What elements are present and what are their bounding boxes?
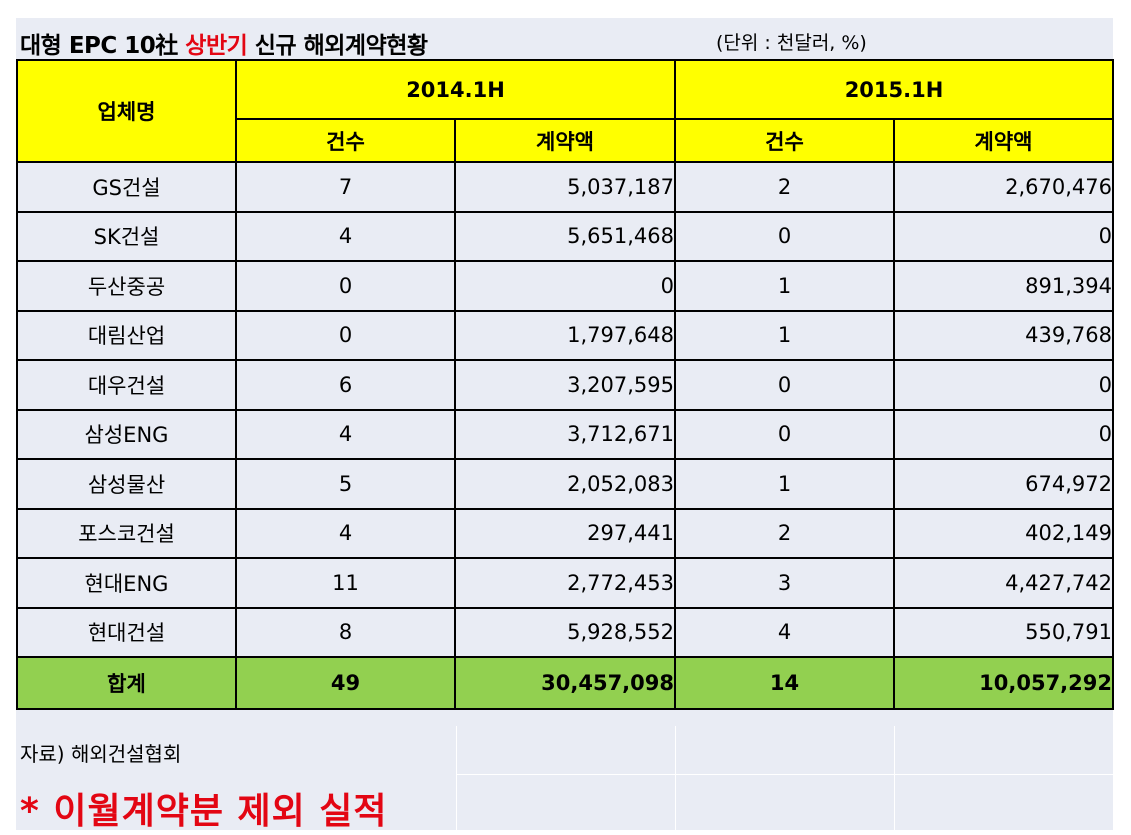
header-period-2015: 2015.1H <box>674 59 1114 120</box>
count-2014: 0 <box>235 260 456 312</box>
count-2015: 1 <box>674 260 895 312</box>
header-amount-2014: 계약액 <box>454 118 676 163</box>
grid-line <box>894 726 895 830</box>
amount-2015: 891,394 <box>893 260 1114 312</box>
count-2015: 1 <box>674 309 895 361</box>
count-2015: 3 <box>674 557 895 609</box>
header-company: 업체명 <box>16 59 237 163</box>
count-2014: 7 <box>235 161 456 213</box>
grid-line <box>675 726 676 830</box>
table-row: 대림산업 0 1,797,648 1 439,768 <box>16 309 1114 361</box>
amount-2015: 0 <box>893 408 1114 460</box>
company-name: 삼성물산 <box>16 458 237 510</box>
amount-2014: 3,712,671 <box>454 408 676 460</box>
count-2015: 1 <box>674 458 895 510</box>
count-2014: 6 <box>235 359 456 411</box>
amount-2015: 2,670,476 <box>893 161 1114 213</box>
count-2014: 8 <box>235 606 456 658</box>
count-2015: 0 <box>674 359 895 411</box>
table-row: 대우건설 6 3,207,595 0 0 <box>16 359 1114 411</box>
source-note: 자료) 해외건설협회 <box>20 742 182 766</box>
company-name: 삼성ENG <box>16 408 237 460</box>
table-row: 삼성물산 5 2,052,083 1 674,972 <box>16 458 1114 510</box>
total-count-2015: 14 <box>674 656 895 710</box>
table-body: GS건설 7 5,037,187 2 2,670,476 SK건설 4 5,651,468 0 0… <box>16 161 1114 658</box>
table-row: 현대건설 8 5,928,552 4 550,791 <box>16 606 1114 658</box>
grid-line <box>456 726 457 830</box>
title-highlight: 상반기 <box>185 33 248 59</box>
amount-2014: 2,772,453 <box>454 557 676 609</box>
table-row: 포스코건설 4 297,441 2 402,149 <box>16 507 1114 559</box>
count-2015: 0 <box>674 408 895 460</box>
company-name: SK건설 <box>16 210 237 262</box>
amount-2015: 0 <box>893 359 1114 411</box>
count-2015: 2 <box>674 507 895 559</box>
amount-2014: 3,207,595 <box>454 359 676 411</box>
count-2015: 2 <box>674 161 895 213</box>
header-count-2015: 건수 <box>674 118 895 163</box>
amount-2014: 0 <box>454 260 676 312</box>
grid-line <box>456 774 1113 775</box>
amount-2015: 0 <box>893 210 1114 262</box>
company-name: 포스코건설 <box>16 507 237 559</box>
title-row: 대형 EPC 10社 상반기 신규 해외계약현황 (단위 : 천달러, %) <box>16 18 1113 60</box>
title-suffix: 신규 해외계약현황 <box>247 33 428 59</box>
amount-2015: 439,768 <box>893 309 1114 361</box>
table-row: 삼성ENG 4 3,712,671 0 0 <box>16 408 1114 460</box>
total-amount-2014: 30,457,098 <box>454 656 676 710</box>
count-2014: 4 <box>235 210 456 262</box>
amount-2014: 5,928,552 <box>454 606 676 658</box>
table-row: 현대ENG 11 2,772,453 3 4,427,742 <box>16 557 1114 609</box>
count-2014: 4 <box>235 408 456 460</box>
count-2014: 11 <box>235 557 456 609</box>
total-label: 합계 <box>16 656 237 710</box>
page-title: 대형 EPC 10社 상반기 신규 해외계약현황 <box>20 26 428 60</box>
amount-2014: 5,037,187 <box>454 161 676 213</box>
amount-2014: 5,651,468 <box>454 210 676 262</box>
amount-2015: 674,972 <box>893 458 1114 510</box>
table-row: SK건설 4 5,651,468 0 0 <box>16 210 1114 262</box>
company-name: 현대ENG <box>16 557 237 609</box>
company-name: 두산중공 <box>16 260 237 312</box>
footer: 자료) 해외건설협회 * 이월계약분 제외 실적 <box>16 726 1113 832</box>
amount-2014: 297,441 <box>454 507 676 559</box>
company-name: 대우건설 <box>16 359 237 411</box>
amount-2015: 402,149 <box>893 507 1114 559</box>
unit-label: (단위 : 천달러, %) <box>716 32 867 54</box>
count-2014: 4 <box>235 507 456 559</box>
title-prefix: 대형 EPC 10社 <box>20 33 186 59</box>
table-row: 두산중공 0 0 1 891,394 <box>16 260 1114 312</box>
amount-2015: 550,791 <box>893 606 1114 658</box>
company-name: GS건설 <box>16 161 237 213</box>
count-2014: 5 <box>235 458 456 510</box>
table-row: GS건설 7 5,037,187 2 2,670,476 <box>16 161 1114 213</box>
amount-2014: 1,797,648 <box>454 309 676 361</box>
amount-2015: 4,427,742 <box>893 557 1114 609</box>
count-2015: 0 <box>674 210 895 262</box>
total-count-2014: 49 <box>235 656 456 710</box>
company-name: 대림산업 <box>16 309 237 361</box>
total-amount-2015: 10,057,292 <box>893 656 1114 710</box>
count-2014: 0 <box>235 309 456 361</box>
amount-2014: 2,052,083 <box>454 458 676 510</box>
company-name: 현대건설 <box>16 606 237 658</box>
contracts-table: 업체명 2014.1H 2015.1H 건수 계약액 건수 계약액 GS건설 7 5… <box>16 59 1114 710</box>
header-period-2014: 2014.1H <box>235 59 676 120</box>
exclusion-note: * 이월계약분 제외 실적 <box>20 791 388 832</box>
header-amount-2015: 계약액 <box>893 118 1114 163</box>
header-count-2014: 건수 <box>235 118 456 163</box>
total-row: 합계 49 30,457,098 14 10,057,292 <box>16 656 1114 710</box>
count-2015: 4 <box>674 606 895 658</box>
